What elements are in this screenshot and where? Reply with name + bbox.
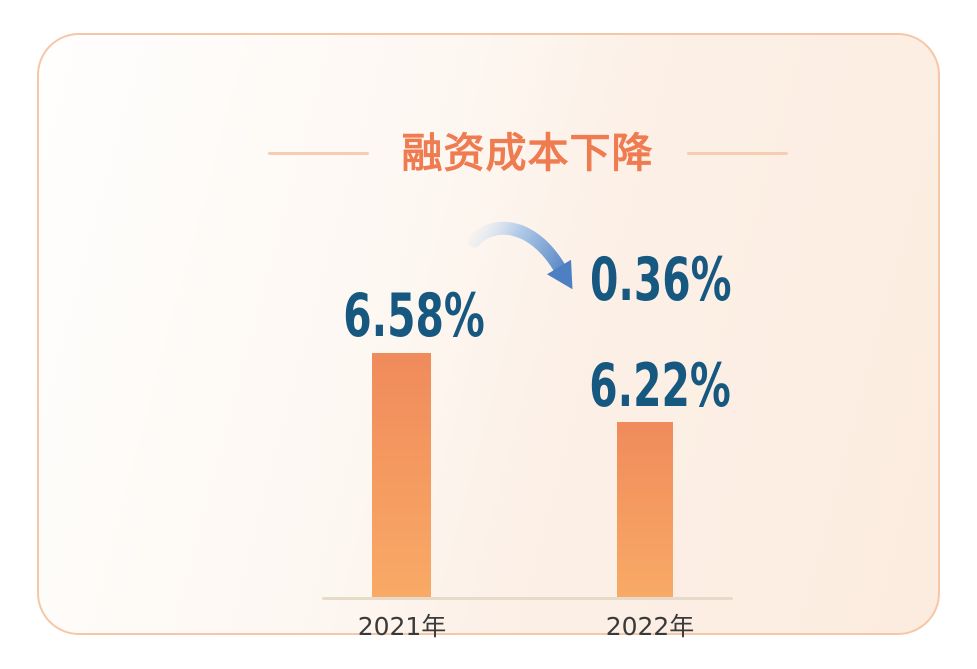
chart-card: 融资成本下降 0.36% 6.58% 6.22% 2021年 — [37, 33, 940, 641]
value-label-2021: 6.58% — [343, 281, 485, 351]
bar-2021 — [372, 353, 431, 599]
category-label-2021: 2021年 — [357, 612, 447, 641]
decrease-arrow-icon — [467, 221, 585, 301]
title-left-line — [267, 151, 369, 155]
title-right-line — [686, 151, 788, 155]
bar-2022 — [617, 422, 673, 599]
title-row: 融资成本下降 — [76, 129, 977, 177]
value-label-2022: 6.22% — [589, 351, 731, 421]
category-label-2022: 2022年 — [605, 612, 695, 641]
chart-title: 融资成本下降 — [401, 128, 654, 177]
x-axis-line — [322, 597, 733, 600]
delta-value-label: 0.36% — [590, 245, 732, 315]
